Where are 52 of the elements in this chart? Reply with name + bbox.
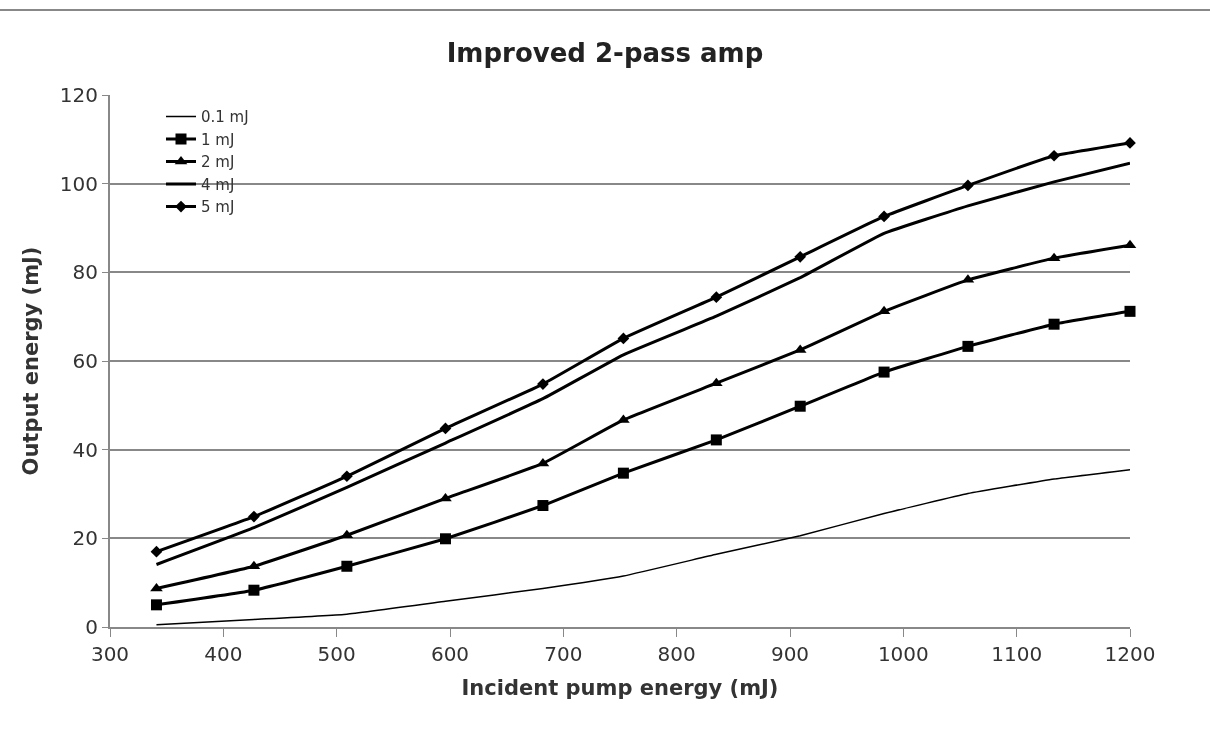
legend-label: 1 mJ — [201, 130, 235, 149]
legend-label: 2 mJ — [201, 153, 235, 172]
point — [248, 510, 260, 523]
point — [439, 533, 451, 545]
line-series — [155, 468, 1130, 626]
x-tick-label: 1100 — [991, 642, 1043, 666]
legend-label: 0.1 mJ — [201, 108, 249, 127]
y-tick-label: 60 — [72, 349, 98, 373]
y-axis-title: Output energy (mJ) — [19, 246, 44, 476]
y-tick-label: 80 — [72, 260, 98, 285]
y-tick-label: 40 — [72, 437, 98, 462]
point — [1124, 305, 1136, 317]
point — [794, 250, 807, 263]
x-axis-title: Incident pump energy (mJ) — [461, 675, 779, 700]
point — [150, 545, 163, 558]
point — [962, 179, 974, 192]
y-tick-label: 0 — [85, 615, 98, 639]
point — [341, 470, 353, 483]
chart-title: Improved 2-pass amp — [446, 38, 764, 69]
x-tick-label: 700 — [544, 642, 583, 666]
point — [962, 340, 974, 352]
point — [341, 560, 353, 572]
point — [439, 422, 452, 435]
point — [794, 400, 806, 412]
point — [1048, 318, 1060, 330]
point — [536, 457, 550, 467]
y-tick-label: 120 — [59, 83, 98, 107]
x-tick-label: 300 — [90, 642, 130, 666]
point — [1123, 239, 1137, 249]
point — [617, 332, 630, 345]
point — [150, 599, 162, 611]
point — [248, 584, 260, 596]
x-tick-label: 900 — [770, 642, 810, 666]
point — [878, 366, 890, 378]
y-tick-label: 20 — [72, 526, 98, 551]
point — [878, 210, 890, 223]
legend-label: 5 mJ — [201, 198, 235, 217]
x-tick-label: 1200 — [1104, 642, 1156, 666]
point — [710, 291, 723, 304]
point — [710, 434, 722, 446]
point — [1048, 149, 1060, 162]
x-tick-label: 800 — [657, 642, 696, 666]
point — [439, 492, 452, 502]
x-tick-label: 600 — [430, 642, 470, 666]
point — [877, 305, 891, 315]
point — [537, 500, 549, 512]
x-tick-label: 500 — [317, 642, 356, 666]
x-tick-label: 1000 — [877, 642, 929, 666]
point — [617, 467, 629, 479]
y-tick-label: 100 — [59, 171, 98, 196]
point — [150, 582, 163, 592]
x-tick-label: 400 — [204, 642, 243, 666]
